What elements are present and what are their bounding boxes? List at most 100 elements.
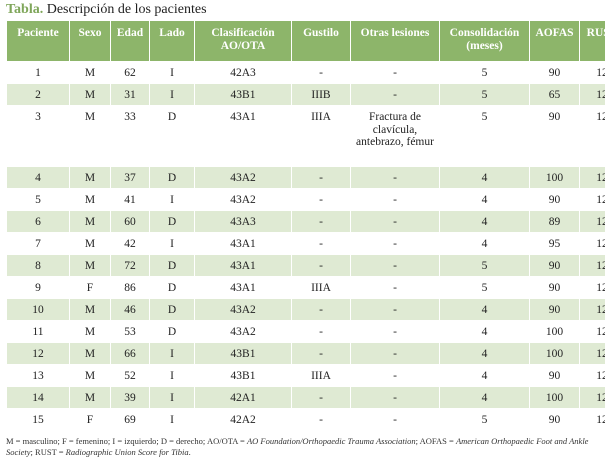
table-cell: - bbox=[351, 62, 439, 83]
table-cell: 100 bbox=[530, 321, 579, 342]
table-cell: 4 bbox=[440, 321, 529, 342]
table-cell: 43A1 bbox=[195, 255, 291, 276]
table-cell: I bbox=[150, 409, 194, 430]
table-cell: 5 bbox=[440, 277, 529, 298]
table-row: 7 M 42 I 43A1- -4 95 12 bbox=[7, 233, 605, 254]
patients-table: Paciente Sexo Edad Lado Clasificación AO/OTA… bbox=[6, 20, 605, 431]
column-header: Clasificación AO/OTA bbox=[195, 21, 291, 61]
column-header: Consolidación (meses) bbox=[440, 21, 529, 61]
table-row: 10 M 46 D 43A2- -4 90 12 bbox=[7, 299, 605, 320]
table-cell: 43A1 bbox=[195, 106, 291, 166]
table-cell: IIIA bbox=[292, 106, 350, 166]
column-header: AOFAS bbox=[530, 21, 579, 61]
table-cell: 90 bbox=[530, 365, 579, 386]
table-cell: 11 bbox=[7, 321, 69, 342]
table-row: 14 M 39 I 42A1- -4 100 12 bbox=[7, 387, 605, 408]
table-row: 1 M 62 I 42A3- -5 90 12 bbox=[7, 62, 605, 83]
table-cell: 90 bbox=[530, 277, 579, 298]
table-row: 15 F 69 I 42A2- -5 90 12 bbox=[7, 409, 605, 430]
table-cell: 5 bbox=[7, 189, 69, 210]
table-cell: 41 bbox=[111, 189, 149, 210]
table-cell: 52 bbox=[111, 365, 149, 386]
table-cell: 4 bbox=[440, 189, 529, 210]
table-cell: M bbox=[70, 106, 110, 166]
table-cell: 43B1 bbox=[195, 365, 291, 386]
table-cell: 100 bbox=[530, 387, 579, 408]
table-cell: - bbox=[292, 343, 350, 364]
table-cell: 9 bbox=[7, 277, 69, 298]
table-cell: 2 bbox=[7, 84, 69, 105]
table-row: 4 M 37 D 43A2- -4 100 12 bbox=[7, 167, 605, 188]
footnote-rust-name: Radiographic Union Score for Tibia bbox=[65, 447, 189, 457]
caption-text: Descripción de los pacientes bbox=[46, 2, 207, 17]
footnote-text-4: . bbox=[188, 447, 191, 457]
table-cell: 5 bbox=[440, 84, 529, 105]
table-cell: 12 bbox=[580, 62, 605, 83]
column-header: Sexo bbox=[70, 21, 110, 61]
table-cell: 43A2 bbox=[195, 299, 291, 320]
table-cell: 12 bbox=[580, 255, 605, 276]
table-cell: 42A3 bbox=[195, 62, 291, 83]
table-cell: 12 bbox=[580, 321, 605, 342]
table-cell: - bbox=[351, 189, 439, 210]
table-cell: 8 bbox=[7, 255, 69, 276]
table-cell: IIIA bbox=[292, 365, 350, 386]
table-cell: 12 bbox=[580, 189, 605, 210]
table-cell: 3 bbox=[7, 106, 69, 166]
table-cell: 12 bbox=[580, 167, 605, 188]
table-cell: 12 bbox=[580, 106, 605, 166]
table-cell: - bbox=[351, 211, 439, 232]
table-cell: - bbox=[351, 167, 439, 188]
table-cell: 12 bbox=[580, 84, 605, 105]
table-cell: 60 bbox=[111, 211, 149, 232]
table-cell: 31 bbox=[111, 84, 149, 105]
table-cell: M bbox=[70, 387, 110, 408]
table-cell: - bbox=[292, 189, 350, 210]
column-header: Edad bbox=[111, 21, 149, 61]
column-header: Lado bbox=[150, 21, 194, 61]
table-cell: - bbox=[292, 167, 350, 188]
column-header: Otras lesiones bbox=[351, 21, 439, 61]
table-cell: F bbox=[70, 409, 110, 430]
table-cell: 100 bbox=[530, 343, 579, 364]
table-cell: 33 bbox=[111, 106, 149, 166]
table-cell: - bbox=[351, 321, 439, 342]
table-cell: 65 bbox=[530, 84, 579, 105]
table-cell: I bbox=[150, 387, 194, 408]
table-cell: I bbox=[150, 62, 194, 83]
table-cell: D bbox=[150, 167, 194, 188]
table-cell: 5 bbox=[440, 106, 529, 166]
table-cell: I bbox=[150, 365, 194, 386]
table-cell: 4 bbox=[7, 167, 69, 188]
table-cell: 5 bbox=[440, 409, 529, 430]
table-cell: 5 bbox=[440, 62, 529, 83]
table-cell: 12 bbox=[580, 299, 605, 320]
table-cell: 12 bbox=[580, 277, 605, 298]
table-cell: 12 bbox=[580, 409, 605, 430]
table-cell: 90 bbox=[530, 62, 579, 83]
table-cell: M bbox=[70, 365, 110, 386]
table-cell: 12 bbox=[580, 343, 605, 364]
table-cell: 12 bbox=[580, 233, 605, 254]
table-cell: - bbox=[292, 299, 350, 320]
table-cell: 43B1 bbox=[195, 84, 291, 105]
column-header: RUST bbox=[580, 21, 605, 61]
table-cell: - bbox=[351, 84, 439, 105]
table-caption: Tabla. Descripción de los pacientes bbox=[6, 1, 207, 18]
table-cell: M bbox=[70, 299, 110, 320]
table-cell: - bbox=[351, 233, 439, 254]
footnote-text-3: ; RUST = bbox=[30, 447, 66, 457]
table-cell: M bbox=[70, 211, 110, 232]
table-cell: 72 bbox=[111, 255, 149, 276]
table-cell: 39 bbox=[111, 387, 149, 408]
table-cell: I bbox=[150, 189, 194, 210]
table-cell: 66 bbox=[111, 343, 149, 364]
table-row: 9 F 86 D 43A1 IIIA -5 90 12 bbox=[7, 277, 605, 298]
table-cell: 12 bbox=[580, 387, 605, 408]
table-cell: Fractura de clavícula, antebrazo, fémur bbox=[351, 106, 439, 166]
table-cell: 42A1 bbox=[195, 387, 291, 408]
column-header: Gustilo bbox=[292, 21, 350, 61]
table-cell: 6 bbox=[7, 211, 69, 232]
table-cell: 53 bbox=[111, 321, 149, 342]
table-cell: 4 bbox=[440, 387, 529, 408]
